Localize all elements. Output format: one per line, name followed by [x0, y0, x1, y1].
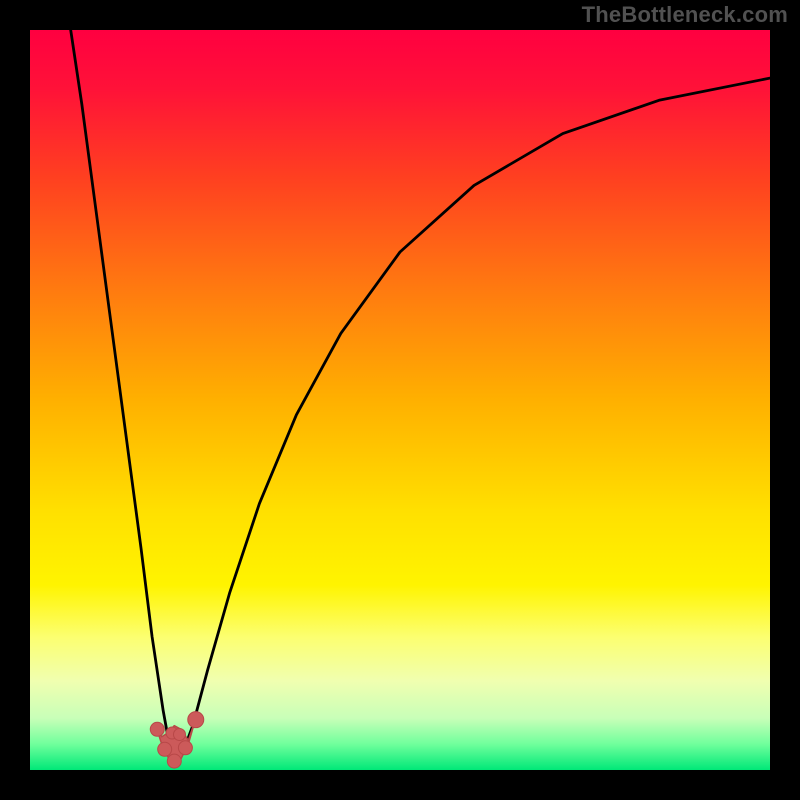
indicator-dot	[158, 742, 172, 756]
indicator-dot	[188, 712, 204, 728]
plot-area	[30, 30, 770, 770]
indicator-dot	[178, 741, 192, 755]
curve-svg	[30, 30, 770, 770]
chart-container: TheBottleneck.com	[0, 0, 800, 800]
watermark-text: TheBottleneck.com	[582, 2, 788, 28]
indicator-dot	[150, 722, 164, 736]
bottleneck-curve	[71, 30, 770, 763]
indicator-dot	[173, 728, 185, 740]
indicator-dot	[167, 754, 181, 768]
